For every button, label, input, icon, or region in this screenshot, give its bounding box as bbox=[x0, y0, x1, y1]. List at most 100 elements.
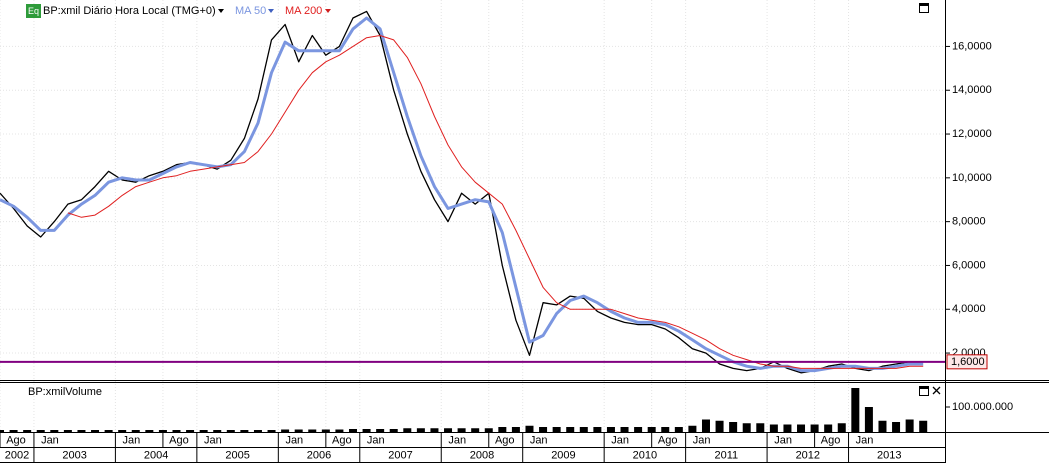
x-year-label: 2010 bbox=[633, 449, 657, 461]
level-label: 1,6000 bbox=[951, 356, 985, 368]
volume-bar bbox=[444, 428, 453, 432]
volume-bar bbox=[199, 430, 208, 432]
volume-bar bbox=[23, 430, 32, 432]
x-tick-label: Ago bbox=[821, 434, 841, 446]
x-tick-label: Jan bbox=[693, 434, 711, 446]
volume-bar bbox=[688, 425, 697, 432]
volume-bar bbox=[172, 430, 181, 432]
dropdown-arrow[interactable] bbox=[325, 9, 331, 13]
dropdown-arrow[interactable] bbox=[268, 9, 274, 13]
volume-bar bbox=[403, 428, 412, 432]
grid bbox=[0, 0, 945, 432]
volume-bar bbox=[606, 427, 615, 432]
volume-bar bbox=[810, 424, 819, 432]
volume-bar bbox=[348, 429, 357, 432]
x-year-label: 2003 bbox=[62, 449, 86, 461]
volume-bar bbox=[484, 428, 493, 432]
volume-bar bbox=[905, 419, 914, 432]
price-panel bbox=[0, 10, 945, 374]
x-tick-label: Ago bbox=[658, 434, 678, 446]
y-tick-label: 12,0000 bbox=[952, 128, 992, 140]
volume-bar bbox=[335, 429, 344, 432]
maximize-button[interactable] bbox=[919, 3, 929, 13]
volume-bar bbox=[498, 427, 507, 432]
volume-bar bbox=[63, 430, 72, 432]
x-year-label: 2004 bbox=[144, 449, 168, 461]
legend-entry: MA 50 bbox=[235, 5, 266, 17]
volume-bar bbox=[158, 430, 167, 432]
volume-bar bbox=[226, 430, 235, 432]
x-year-label: 2005 bbox=[225, 449, 249, 461]
volume-bar bbox=[742, 423, 751, 432]
series-line bbox=[0, 10, 924, 374]
volume-bar bbox=[824, 424, 833, 432]
volume-bar bbox=[91, 430, 100, 432]
y-tick-label: 6,0000 bbox=[952, 259, 986, 271]
x-year-label: 2008 bbox=[470, 449, 494, 461]
series-line bbox=[67, 35, 924, 369]
x-tick-label: Ago bbox=[169, 434, 189, 446]
volume-bar bbox=[416, 428, 425, 432]
volume-panel bbox=[0, 388, 928, 432]
volume-bar bbox=[579, 427, 588, 432]
x-tick-label: Jan bbox=[41, 434, 59, 446]
dropdown-arrow[interactable] bbox=[218, 9, 224, 13]
x-tick-label: Jan bbox=[367, 434, 385, 446]
volume-bar bbox=[281, 429, 290, 432]
y-tick-label: 10,0000 bbox=[952, 172, 992, 184]
x-year-label: 2009 bbox=[551, 449, 575, 461]
volume-bar bbox=[892, 422, 901, 432]
volume-bar bbox=[294, 429, 303, 432]
volume-bar bbox=[756, 423, 765, 432]
volume-bar bbox=[362, 429, 371, 432]
volume-bar bbox=[525, 425, 534, 432]
x-tick-label: Jan bbox=[774, 434, 792, 446]
x-tick-label: Jan bbox=[611, 434, 629, 446]
x-year-label: 2002 bbox=[5, 449, 29, 461]
volume-bar bbox=[104, 430, 113, 432]
volume-bar bbox=[131, 430, 140, 432]
chart-title: BP:xmil Diário Hora Local (TMG+0) bbox=[43, 5, 216, 17]
badge bbox=[26, 4, 41, 18]
x-year-label: 2011 bbox=[715, 449, 739, 461]
badge-text: Eq bbox=[28, 6, 39, 16]
volume-bar bbox=[715, 420, 724, 432]
volume-bar bbox=[797, 424, 806, 432]
volume-bar bbox=[864, 407, 873, 432]
volume-bar bbox=[186, 430, 195, 432]
legend-entry: MA 200 bbox=[285, 5, 322, 17]
volume-bar bbox=[634, 427, 643, 432]
volume-bar bbox=[539, 427, 548, 432]
volume-bar bbox=[593, 427, 602, 432]
volume-bar bbox=[118, 430, 127, 432]
x-tick-label: Jan bbox=[530, 434, 548, 446]
volume-bar bbox=[50, 430, 59, 432]
volume-bar bbox=[321, 429, 330, 432]
y-tick-label: 16,0000 bbox=[952, 40, 992, 52]
x-tick-label: Jan bbox=[448, 434, 466, 446]
maximize-button[interactable] bbox=[919, 386, 929, 396]
y-tick-label: 8,0000 bbox=[952, 216, 986, 228]
volume-bar bbox=[511, 427, 520, 432]
volume-bar bbox=[552, 427, 561, 432]
volume-bar bbox=[878, 420, 887, 432]
y-tick-label: 4,0000 bbox=[952, 303, 986, 315]
volume-bar bbox=[389, 429, 398, 432]
x-year-label: 2006 bbox=[307, 449, 331, 461]
level-label-box bbox=[946, 354, 988, 370]
volume-bar bbox=[701, 419, 710, 432]
volume-bar bbox=[647, 427, 656, 432]
close-button[interactable] bbox=[932, 386, 941, 395]
volume-bar bbox=[729, 422, 738, 432]
y-tick-label: 100.000.000 bbox=[952, 401, 1013, 413]
volume-bar bbox=[674, 427, 683, 432]
x-tick-label: Jan bbox=[285, 434, 303, 446]
volume-bar bbox=[661, 427, 670, 432]
volume-bar bbox=[851, 388, 860, 432]
volume-bar bbox=[267, 430, 276, 432]
volume-bar bbox=[240, 430, 249, 432]
volume-bar bbox=[457, 428, 466, 432]
